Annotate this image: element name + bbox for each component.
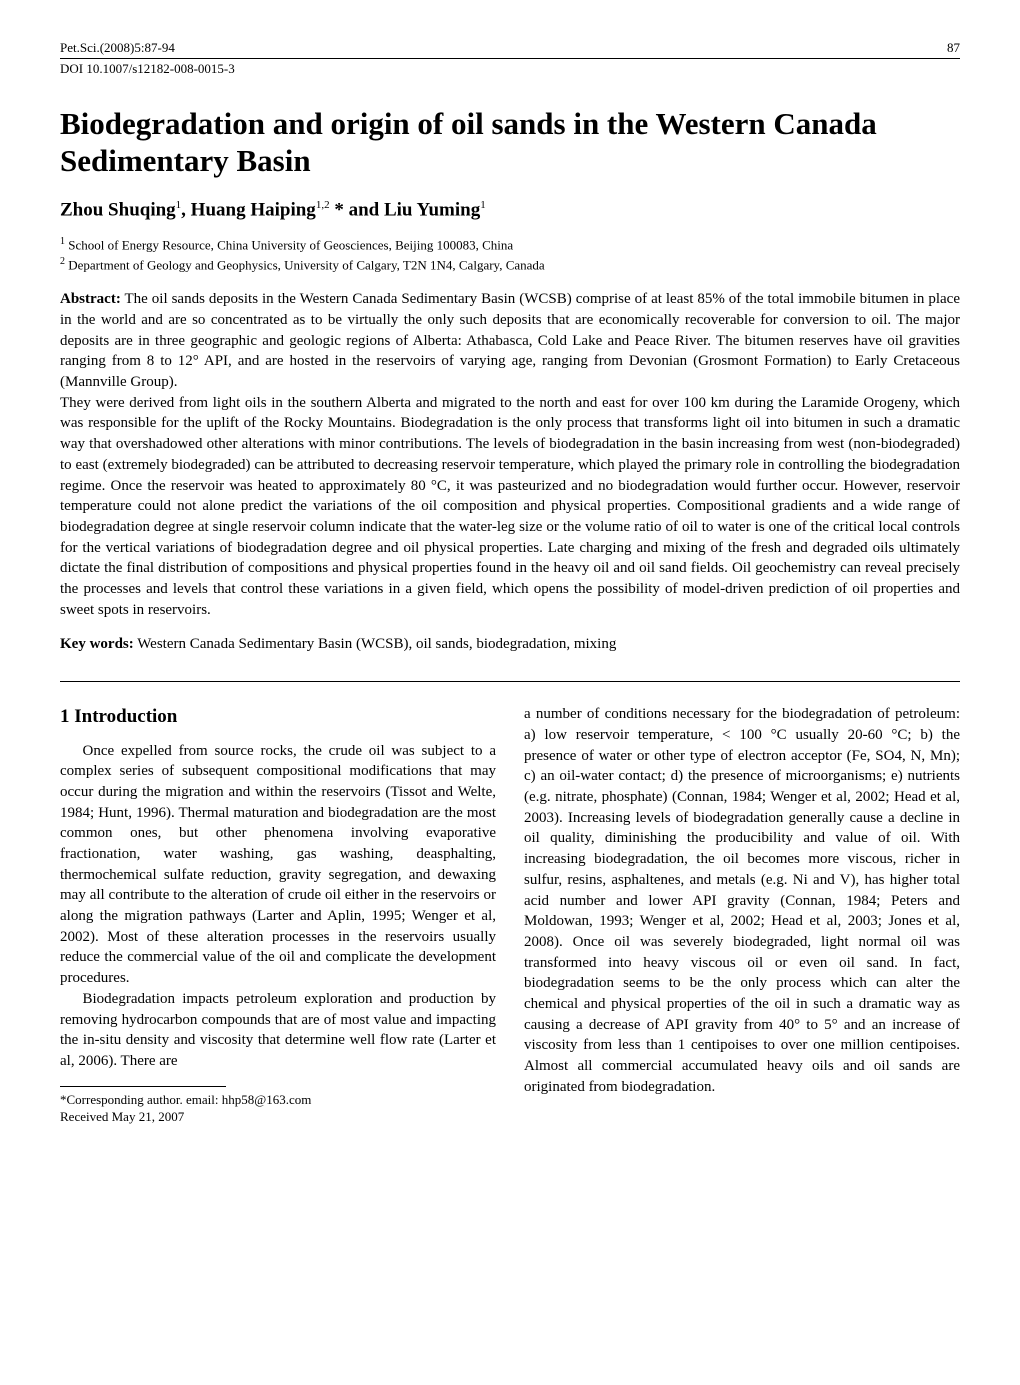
section-heading-introduction: 1 Introduction: [60, 704, 496, 730]
received-date-footnote: Received May 21, 2007: [60, 1108, 496, 1126]
authors: Zhou Shuqing1, Huang Haiping1,2 * and Li…: [60, 199, 960, 221]
keywords-text: Western Canada Sedimentary Basin (WCSB),…: [134, 636, 617, 652]
section-divider: [60, 681, 960, 682]
affiliation: 2 Department of Geology and Geophysics, …: [60, 256, 960, 273]
body-columns: 1 Introduction Once expelled from source…: [60, 704, 960, 1125]
journal-reference: Pet.Sci.(2008)5:87-94: [60, 40, 175, 56]
page-number: 87: [947, 40, 960, 56]
body-paragraph: a number of conditions necessary for the…: [524, 704, 960, 1097]
keywords: Key words: Western Canada Sedimentary Ba…: [60, 636, 960, 653]
left-column: 1 Introduction Once expelled from source…: [60, 704, 496, 1125]
corresponding-author-footnote: *Corresponding author. email: hhp58@163.…: [60, 1091, 496, 1109]
article-title: Biodegradation and origin of oil sands i…: [60, 105, 960, 179]
abstract-label: Abstract:: [60, 291, 121, 307]
doi: DOI 10.1007/s12182-008-0015-3: [60, 61, 960, 77]
footnote-separator: [60, 1086, 226, 1087]
abstract-para-2: They were derived from light oils in the…: [60, 393, 960, 621]
body-paragraph: Biodegradation impacts petroleum explora…: [60, 989, 496, 1072]
affiliations: 1 School of Energy Resource, China Unive…: [60, 236, 960, 274]
right-column: a number of conditions necessary for the…: [524, 704, 960, 1125]
abstract: Abstract: The oil sands deposits in the …: [60, 289, 960, 620]
body-paragraph: Once expelled from source rocks, the cru…: [60, 741, 496, 989]
affiliation: 1 School of Energy Resource, China Unive…: [60, 236, 960, 253]
running-header: Pet.Sci.(2008)5:87-94 87: [60, 40, 960, 59]
abstract-para-1: Abstract: The oil sands deposits in the …: [60, 289, 960, 392]
keywords-label: Key words:: [60, 636, 134, 652]
